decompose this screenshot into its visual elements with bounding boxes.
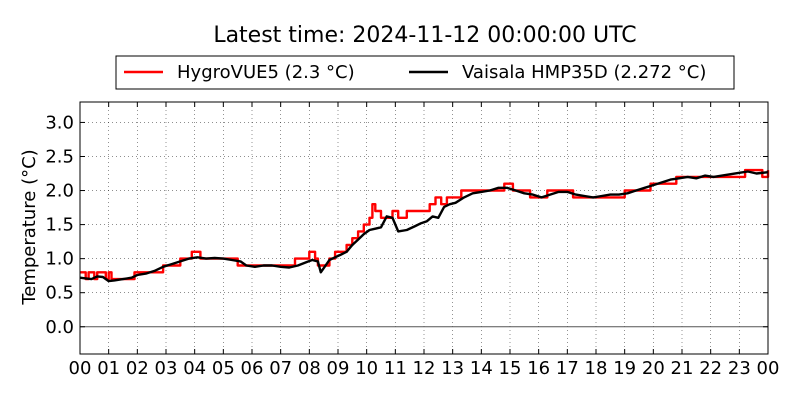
y-tick-label: 0.0 [45,317,74,338]
chart-title: Latest time: 2024-11-12 00:00:00 UTC [213,23,636,48]
y-tick-label: 0.5 [45,283,74,304]
x-tick-label: 21 [671,358,694,379]
x-tick-label: 08 [298,358,321,379]
y-tick-label: 2.5 [45,146,74,167]
legend: HygroVUE5 (2.3 °C) Vaisala HMP35D (2.272… [115,55,735,90]
x-tick-label: 20 [642,358,665,379]
x-tick-label: 15 [499,358,522,379]
x-tick-label: 17 [556,358,579,379]
plot-background [80,102,768,354]
x-tick-label: 11 [384,358,407,379]
y-tick-label: 1.0 [45,249,74,270]
y-tick-label: 1.5 [45,215,74,236]
series-line-1 [79,170,769,283]
y-tick-label: 3.0 [45,112,74,133]
legend-label-vaisala: Vaisala HMP35D (2.272 °C) [462,62,706,83]
x-tick-label: 10 [355,358,378,379]
x-tick-label: 23 [728,358,751,379]
x-tick-label: 09 [327,358,350,379]
plot-area: 00 01 02 03 04 05 06 07 08 09 10 11 12 13 14 15 16 17 18 19… [45,101,780,379]
series-line-0 [80,168,770,281]
x-tick-label: 07 [269,358,292,379]
x-tick-label: 04 [183,358,206,379]
x-tick-label: 18 [585,358,608,379]
x-tick-label: 03 [155,358,178,379]
x-tick-label: 22 [699,358,722,379]
y-axis-label: Temperature (°C) [19,149,40,305]
x-tick-label: 13 [441,358,464,379]
x-tick-label: 05 [212,358,235,379]
y-tick-label: 2.0 [45,181,74,202]
x-tick-label: 12 [413,358,436,379]
x-tick-label: 01 [97,358,120,379]
x-tick-label: 16 [527,358,550,379]
x-tick-label: 00 [69,358,92,379]
x-tick-label: 02 [126,358,149,379]
x-tick-label: 06 [241,358,264,379]
x-tick-label: 19 [613,358,636,379]
x-tick-label: 14 [470,358,493,379]
legend-label-hygrovue5: HygroVUE5 (2.3 °C) [177,62,355,83]
x-tick-label: 00 [757,358,780,379]
